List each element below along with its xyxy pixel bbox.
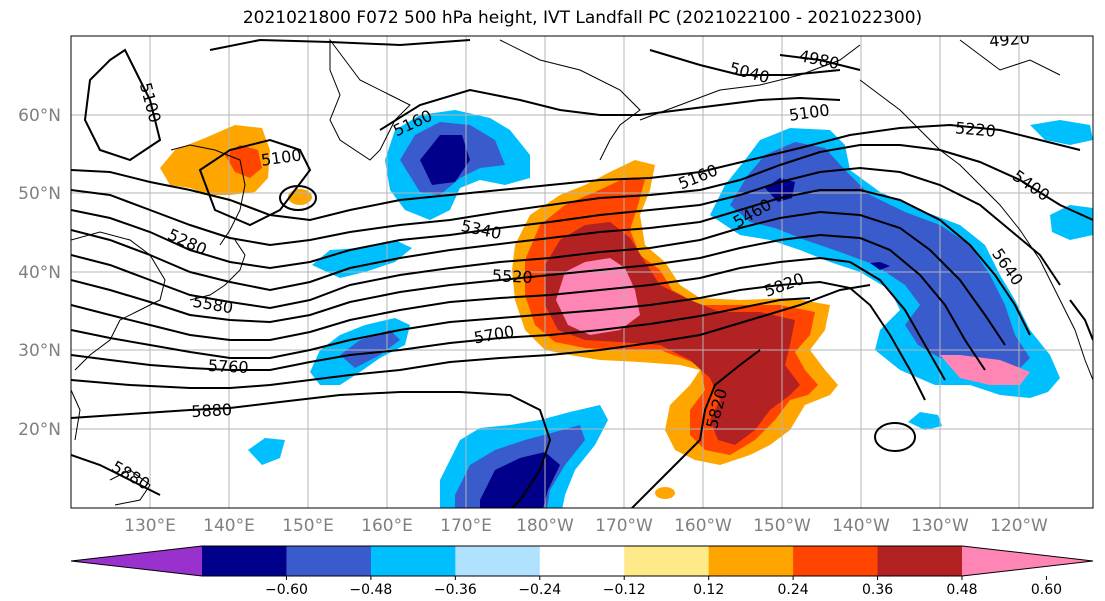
lon-label: 160°W [674,516,732,536]
lat-label: 20°N [18,420,61,440]
colorbar: −0.60 −0.48 −0.36 −0.24 −0.12 0.12 0.24 0.36 0.4… [70,545,1094,598]
colorbar-outline [70,545,1094,577]
colorbar-swatch [370,546,456,576]
colorbar-swatch [286,546,372,576]
colorbar-swatch [793,546,879,576]
colorbar-tick-label: 0.60 [1031,582,1062,598]
ivt-anomaly-shading [160,110,1093,508]
colorbar-tick-label: −0.36 [434,582,477,598]
contour-label: 5760 [207,356,249,377]
colorbar-tick-label: 0.48 [946,582,977,598]
colorbar-swatch [455,546,541,576]
colorbar-swatch [539,546,625,576]
colorbar-tick-label: −0.12 [603,582,646,598]
lon-label: 150°E [282,516,334,536]
lat-label: 30°N [18,341,61,361]
contour-label: 4920 [988,28,1030,50]
lat-label: 50°N [18,184,61,204]
colorbar-tick-label: 0.24 [778,582,809,598]
lon-label: 130°E [124,516,176,536]
colorbar-extend-max [962,546,1093,576]
map-title: 2021021800 F072 500 hPa height, IVT Land… [242,8,923,28]
lon-label: 170°E [440,516,492,536]
colorbar-swatch [877,546,963,576]
colorbar-swatch [624,546,710,576]
latitude-labels: 60°N 50°N 40°N 30°N 20°N [18,106,61,440]
colorbar-tick-label: −0.48 [349,582,392,598]
lon-label: 140°W [832,516,890,536]
contour-label: 5880 [191,400,233,421]
colorbar-tick-label: 0.36 [862,582,893,598]
lon-label: 170°W [595,516,653,536]
coastlines [71,38,1093,506]
colorbar-tick-label: 0.12 [693,582,724,598]
graticule [71,36,1093,508]
map-frame [70,35,1094,509]
height-contours [71,38,1093,508]
lon-label: 130°W [911,516,969,536]
longitude-labels: 130°E 140°E 150°E 160°E 170°E 180°W 170°… [124,516,1048,536]
colorbar-swatch [708,546,794,576]
lon-label: 150°W [753,516,811,536]
lon-label: 160°E [361,516,413,536]
map-area: 5100 5100 5160 5040 4980 4920 5100 5220 … [71,28,1093,508]
lon-label: 140°E [203,516,255,536]
contour-label: 5220 [954,118,996,140]
lat-label: 60°N [18,106,61,126]
contour-labels: 5100 5100 5160 5040 4980 4920 5100 5220 … [108,28,1053,494]
colorbar-tick-label: −0.24 [518,582,561,598]
lon-label: 180°W [516,516,574,536]
lon-label: 120°W [990,516,1048,536]
colorbar-swatch [202,546,287,576]
lat-label: 40°N [18,263,61,283]
colorbar-tick-label: −0.60 [265,582,308,598]
colorbar-extend-min [71,546,202,576]
contour-label: 5520 [491,266,533,287]
